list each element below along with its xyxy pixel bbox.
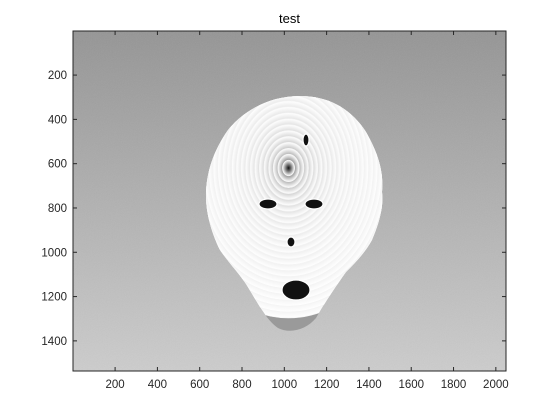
- axes-box: [72, 30, 507, 372]
- y-tick-label: 1000: [41, 247, 67, 259]
- x-tick-label: 1400: [356, 379, 382, 391]
- x-tick-label: 2000: [483, 379, 509, 391]
- phase-feature: [258, 198, 278, 210]
- chart-title: test: [279, 11, 300, 26]
- y-tick-label: 1400: [41, 336, 67, 348]
- x-tick-label: 1000: [272, 379, 298, 391]
- x-tick-label: 1800: [441, 379, 467, 391]
- y-tick-label: 800: [48, 203, 67, 215]
- x-tick-label: 800: [232, 379, 251, 391]
- y-tick-label: 600: [48, 159, 67, 171]
- phase-feature: [302, 133, 310, 147]
- y-tick-label: 200: [48, 70, 67, 82]
- x-tick-label: 1200: [314, 379, 340, 391]
- y-tick-label: 400: [48, 114, 67, 126]
- phase-fringe: [282, 159, 295, 177]
- y-tick-label: 1200: [41, 292, 67, 304]
- y-axis-ticks: 200 400 600 800 1000 1200 1400: [41, 70, 506, 348]
- x-axis-ticks: 200 400 600 800 1000 1200 1400 1600 1800 2000: [106, 31, 509, 391]
- x-tick-label: 200: [106, 379, 125, 391]
- phase-feature: [304, 198, 324, 210]
- x-tick-label: 1600: [398, 379, 424, 391]
- phase-feature: [281, 279, 311, 301]
- plot-area: [73, 31, 506, 371]
- x-tick-label: 400: [148, 379, 167, 391]
- x-tick-label: 600: [190, 379, 209, 391]
- phase-feature: [286, 236, 296, 248]
